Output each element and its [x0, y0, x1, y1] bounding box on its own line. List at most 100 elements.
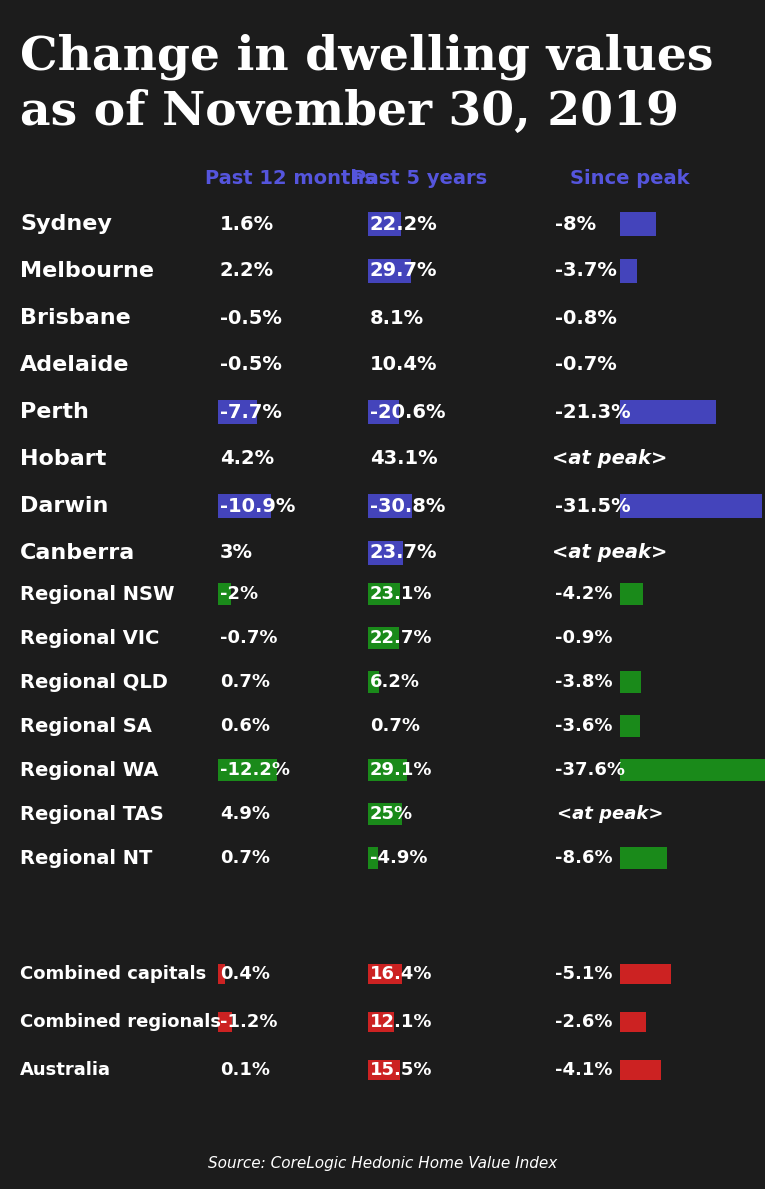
- Text: Regional TAS: Regional TAS: [20, 805, 164, 824]
- Text: -3.7%: -3.7%: [555, 262, 617, 281]
- Text: -0.5%: -0.5%: [220, 356, 282, 375]
- Text: 6.2%: 6.2%: [370, 673, 420, 691]
- Bar: [620, 259, 636, 283]
- Text: <at peak>: <at peak>: [552, 543, 668, 562]
- Text: -2.6%: -2.6%: [555, 1013, 613, 1031]
- Text: Darwin: Darwin: [20, 496, 109, 516]
- Bar: [620, 583, 643, 605]
- Bar: [620, 400, 716, 424]
- Text: -3.8%: -3.8%: [555, 673, 613, 691]
- Text: -0.7%: -0.7%: [555, 356, 617, 375]
- Text: 12.1%: 12.1%: [370, 1013, 432, 1031]
- Text: Combined capitals: Combined capitals: [20, 965, 207, 983]
- Text: Sydney: Sydney: [20, 214, 112, 234]
- Text: 25%: 25%: [370, 805, 413, 823]
- Text: -21.3%: -21.3%: [555, 403, 630, 421]
- Bar: [368, 212, 401, 235]
- Text: Since peak: Since peak: [570, 170, 690, 189]
- Text: -10.9%: -10.9%: [220, 497, 295, 516]
- Text: 23.7%: 23.7%: [370, 543, 438, 562]
- Text: <at peak>: <at peak>: [552, 449, 668, 468]
- Text: -8.6%: -8.6%: [555, 849, 613, 867]
- Bar: [620, 715, 640, 737]
- Bar: [620, 1061, 661, 1080]
- Text: -30.8%: -30.8%: [370, 497, 445, 516]
- Text: 0.7%: 0.7%: [220, 673, 270, 691]
- Text: -0.7%: -0.7%: [220, 629, 278, 647]
- Bar: [218, 759, 277, 781]
- Bar: [218, 493, 271, 518]
- Text: -7.7%: -7.7%: [220, 403, 282, 421]
- Text: Regional NSW: Regional NSW: [20, 585, 174, 604]
- Text: -4.9%: -4.9%: [370, 849, 428, 867]
- Text: Source: CoreLogic Hedonic Home Value Index: Source: CoreLogic Hedonic Home Value Ind…: [208, 1156, 558, 1171]
- Text: 0.6%: 0.6%: [220, 717, 270, 735]
- Text: 29.1%: 29.1%: [370, 761, 432, 779]
- Text: 4.9%: 4.9%: [220, 805, 270, 823]
- Text: -2%: -2%: [220, 585, 258, 603]
- Bar: [620, 759, 765, 781]
- Bar: [218, 1012, 232, 1032]
- Text: -20.6%: -20.6%: [370, 403, 445, 421]
- Text: Adelaide: Adelaide: [20, 356, 129, 375]
- Bar: [368, 541, 403, 565]
- Text: -4.1%: -4.1%: [555, 1061, 613, 1078]
- Text: Regional SA: Regional SA: [20, 717, 152, 736]
- Text: Regional VIC: Regional VIC: [20, 629, 159, 648]
- Bar: [368, 583, 400, 605]
- Text: -0.5%: -0.5%: [220, 308, 282, 327]
- Bar: [368, 627, 399, 649]
- Text: 2.2%: 2.2%: [220, 262, 274, 281]
- Bar: [620, 671, 641, 693]
- Bar: [368, 1061, 400, 1080]
- Text: Australia: Australia: [20, 1061, 111, 1078]
- Bar: [620, 1012, 646, 1032]
- Text: 3%: 3%: [220, 543, 253, 562]
- Text: -37.6%: -37.6%: [555, 761, 625, 779]
- Text: Hobart: Hobart: [20, 449, 106, 468]
- Bar: [368, 803, 402, 825]
- Text: -0.8%: -0.8%: [555, 308, 617, 327]
- Text: Combined regionals: Combined regionals: [20, 1013, 221, 1031]
- Text: -12.2%: -12.2%: [220, 761, 290, 779]
- Bar: [620, 493, 762, 518]
- Text: 1.6%: 1.6%: [220, 214, 274, 233]
- Text: Regional NT: Regional NT: [20, 849, 152, 868]
- Text: 4.2%: 4.2%: [220, 449, 274, 468]
- Text: 22.2%: 22.2%: [370, 214, 438, 233]
- Text: 15.5%: 15.5%: [370, 1061, 432, 1078]
- Bar: [368, 847, 378, 869]
- Bar: [368, 964, 402, 984]
- Text: 0.7%: 0.7%: [370, 717, 420, 735]
- Text: <at peak>: <at peak>: [557, 805, 663, 823]
- Text: 22.7%: 22.7%: [370, 629, 432, 647]
- Bar: [368, 259, 411, 283]
- Text: 0.1%: 0.1%: [220, 1061, 270, 1078]
- Text: 23.1%: 23.1%: [370, 585, 432, 603]
- Text: -31.5%: -31.5%: [555, 497, 630, 516]
- Text: 8.1%: 8.1%: [370, 308, 424, 327]
- Bar: [368, 493, 412, 518]
- Text: Perth: Perth: [20, 402, 89, 422]
- Bar: [620, 212, 656, 235]
- Text: Change in dwelling values: Change in dwelling values: [20, 34, 714, 81]
- Text: 0.7%: 0.7%: [220, 849, 270, 867]
- Bar: [368, 759, 407, 781]
- Text: Brisbane: Brisbane: [20, 308, 131, 328]
- Text: -8%: -8%: [555, 214, 596, 233]
- Text: 10.4%: 10.4%: [370, 356, 438, 375]
- Bar: [218, 964, 225, 984]
- Bar: [620, 847, 667, 869]
- Text: -4.2%: -4.2%: [555, 585, 613, 603]
- Text: Regional WA: Regional WA: [20, 761, 158, 780]
- Bar: [368, 1012, 394, 1032]
- Text: Melbourne: Melbourne: [20, 262, 154, 281]
- Text: -0.9%: -0.9%: [555, 629, 613, 647]
- Bar: [218, 583, 231, 605]
- Text: 43.1%: 43.1%: [370, 449, 438, 468]
- Text: Canberra: Canberra: [20, 543, 135, 564]
- Text: -1.2%: -1.2%: [220, 1013, 278, 1031]
- Text: Past 5 years: Past 5 years: [353, 170, 487, 189]
- Text: 16.4%: 16.4%: [370, 965, 432, 983]
- Text: 29.7%: 29.7%: [370, 262, 438, 281]
